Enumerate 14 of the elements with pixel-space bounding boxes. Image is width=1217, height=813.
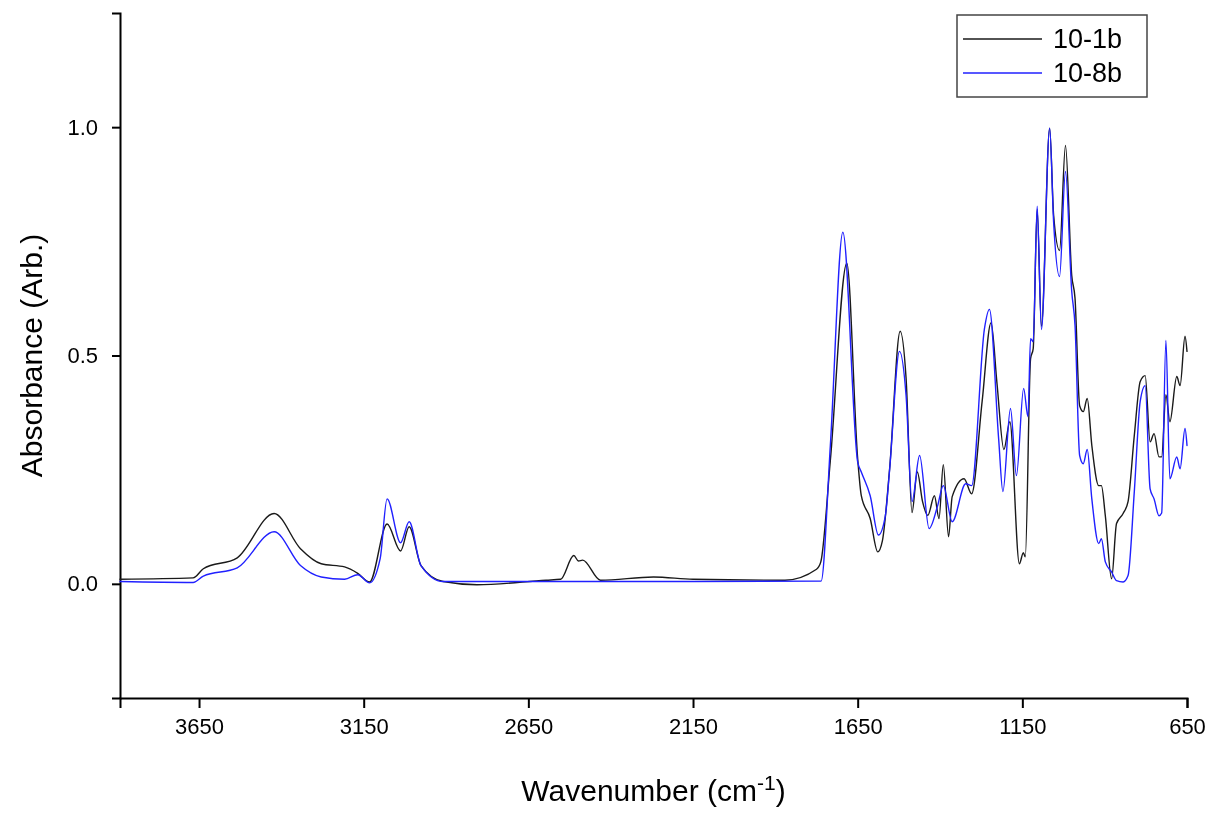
y-tick-label: 0.0 xyxy=(67,571,98,597)
legend-label: 10-1b xyxy=(1053,24,1123,54)
x-tick-label: 2150 xyxy=(669,713,718,739)
x-axis-title: Wavenumber (cm$^{-1}$) xyxy=(521,770,786,807)
x-tick-label: 1650 xyxy=(833,713,883,739)
y-axis-title: Absorbance (Arb.) xyxy=(15,233,48,478)
legend-label: 10-8b xyxy=(1053,58,1123,88)
x-tick-label: 2650 xyxy=(504,713,554,739)
x-tick-label: 3150 xyxy=(339,713,389,739)
y-tick-label: 0.5 xyxy=(67,343,98,369)
x-tick-label: 1150 xyxy=(999,713,1047,739)
x-tick-label: 650 xyxy=(1169,713,1206,739)
y-tick-label: 1.0 xyxy=(67,114,98,140)
x-tick-label: 3650 xyxy=(175,713,225,739)
